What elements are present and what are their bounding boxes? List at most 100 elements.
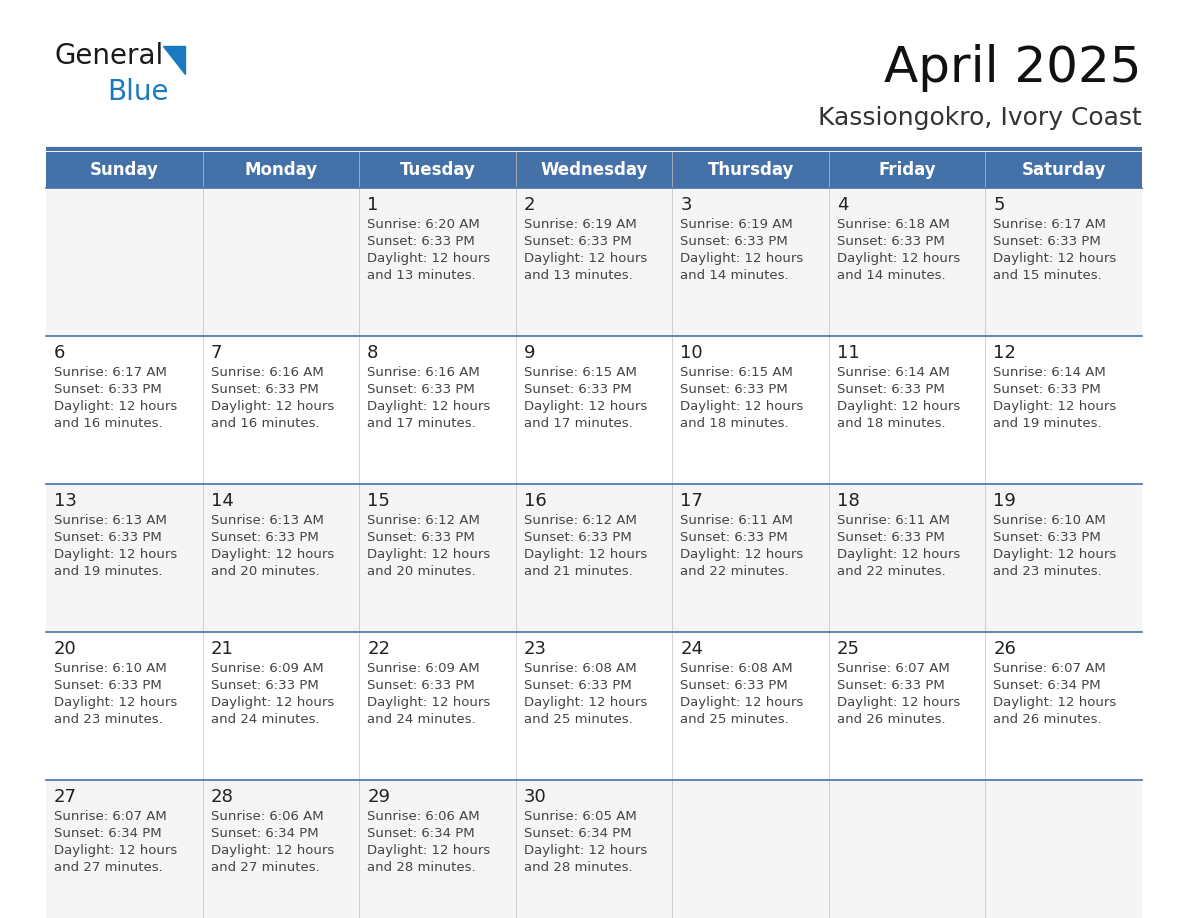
Text: Sunset: 6:33 PM: Sunset: 6:33 PM	[524, 383, 632, 396]
Text: 16: 16	[524, 492, 546, 510]
Bar	[46, 632, 1142, 780]
Text: 9: 9	[524, 344, 536, 362]
Text: Sunset: 6:33 PM: Sunset: 6:33 PM	[210, 679, 318, 692]
Text: and 14 minutes.: and 14 minutes.	[681, 269, 789, 282]
Text: Sunrise: 6:09 AM: Sunrise: 6:09 AM	[367, 662, 480, 675]
Text: and 21 minutes.: and 21 minutes.	[524, 565, 632, 578]
Text: 14: 14	[210, 492, 234, 510]
Text: Sunrise: 6:11 AM: Sunrise: 6:11 AM	[681, 514, 794, 527]
Text: Sunrise: 6:16 AM: Sunrise: 6:16 AM	[367, 366, 480, 379]
Text: Daylight: 12 hours: Daylight: 12 hours	[681, 400, 803, 413]
Text: 17: 17	[681, 492, 703, 510]
Text: Sunset: 6:33 PM: Sunset: 6:33 PM	[524, 531, 632, 544]
Text: and 14 minutes.: and 14 minutes.	[836, 269, 946, 282]
Text: Daylight: 12 hours: Daylight: 12 hours	[836, 696, 960, 709]
Text: Sunset: 6:33 PM: Sunset: 6:33 PM	[836, 235, 944, 248]
Text: Sunrise: 6:17 AM: Sunrise: 6:17 AM	[993, 218, 1106, 231]
Text: Sunset: 6:33 PM: Sunset: 6:33 PM	[367, 235, 475, 248]
Text: Daylight: 12 hours: Daylight: 12 hours	[367, 400, 491, 413]
Text: April 2025: April 2025	[885, 44, 1142, 92]
Text: Sunrise: 6:08 AM: Sunrise: 6:08 AM	[681, 662, 792, 675]
Text: and 17 minutes.: and 17 minutes.	[524, 417, 632, 430]
Text: Wednesday: Wednesday	[541, 161, 647, 179]
Text: Sunrise: 6:13 AM: Sunrise: 6:13 AM	[210, 514, 323, 527]
Text: Sunrise: 6:06 AM: Sunrise: 6:06 AM	[210, 810, 323, 823]
Text: Sunrise: 6:14 AM: Sunrise: 6:14 AM	[993, 366, 1106, 379]
Text: Daylight: 12 hours: Daylight: 12 hours	[524, 400, 647, 413]
Text: Daylight: 12 hours: Daylight: 12 hours	[210, 844, 334, 857]
Text: and 24 minutes.: and 24 minutes.	[210, 713, 320, 726]
Text: Sunrise: 6:15 AM: Sunrise: 6:15 AM	[681, 366, 794, 379]
Bar	[46, 152, 1142, 188]
Text: Daylight: 12 hours: Daylight: 12 hours	[53, 548, 177, 561]
Text: Sunrise: 6:13 AM: Sunrise: 6:13 AM	[53, 514, 166, 527]
Text: and 16 minutes.: and 16 minutes.	[210, 417, 320, 430]
Text: Daylight: 12 hours: Daylight: 12 hours	[993, 400, 1117, 413]
Text: Sunrise: 6:07 AM: Sunrise: 6:07 AM	[53, 810, 166, 823]
Text: Daylight: 12 hours: Daylight: 12 hours	[210, 696, 334, 709]
Text: Sunset: 6:34 PM: Sunset: 6:34 PM	[53, 827, 162, 840]
Text: 29: 29	[367, 788, 390, 806]
Text: and 15 minutes.: and 15 minutes.	[993, 269, 1102, 282]
Text: 27: 27	[53, 788, 77, 806]
Text: Sunrise: 6:07 AM: Sunrise: 6:07 AM	[836, 662, 949, 675]
Text: Daylight: 12 hours: Daylight: 12 hours	[524, 548, 647, 561]
Text: Sunset: 6:34 PM: Sunset: 6:34 PM	[993, 679, 1101, 692]
Text: Sunrise: 6:15 AM: Sunrise: 6:15 AM	[524, 366, 637, 379]
Polygon shape	[163, 46, 185, 74]
Text: Sunset: 6:33 PM: Sunset: 6:33 PM	[993, 383, 1101, 396]
Text: and 22 minutes.: and 22 minutes.	[681, 565, 789, 578]
Text: and 25 minutes.: and 25 minutes.	[524, 713, 632, 726]
Text: Friday: Friday	[878, 161, 936, 179]
Text: Sunset: 6:34 PM: Sunset: 6:34 PM	[524, 827, 631, 840]
Text: 13: 13	[53, 492, 77, 510]
Text: Daylight: 12 hours: Daylight: 12 hours	[367, 548, 491, 561]
Text: Daylight: 12 hours: Daylight: 12 hours	[524, 696, 647, 709]
Text: Daylight: 12 hours: Daylight: 12 hours	[210, 548, 334, 561]
Text: and 26 minutes.: and 26 minutes.	[993, 713, 1102, 726]
Text: Sunset: 6:33 PM: Sunset: 6:33 PM	[681, 531, 788, 544]
Text: 2: 2	[524, 196, 536, 214]
Text: Sunset: 6:33 PM: Sunset: 6:33 PM	[53, 531, 162, 544]
Text: Sunrise: 6:10 AM: Sunrise: 6:10 AM	[53, 662, 166, 675]
Text: 30: 30	[524, 788, 546, 806]
Text: Sunset: 6:33 PM: Sunset: 6:33 PM	[367, 531, 475, 544]
Text: Sunset: 6:33 PM: Sunset: 6:33 PM	[836, 679, 944, 692]
Text: 10: 10	[681, 344, 703, 362]
Text: 6: 6	[53, 344, 65, 362]
Text: 11: 11	[836, 344, 860, 362]
Text: and 20 minutes.: and 20 minutes.	[367, 565, 475, 578]
Text: 8: 8	[367, 344, 379, 362]
Text: Sunrise: 6:07 AM: Sunrise: 6:07 AM	[993, 662, 1106, 675]
Text: Daylight: 12 hours: Daylight: 12 hours	[524, 252, 647, 265]
Text: Daylight: 12 hours: Daylight: 12 hours	[681, 252, 803, 265]
Text: and 17 minutes.: and 17 minutes.	[367, 417, 476, 430]
Text: Sunrise: 6:05 AM: Sunrise: 6:05 AM	[524, 810, 637, 823]
Text: Daylight: 12 hours: Daylight: 12 hours	[53, 844, 177, 857]
Text: Sunrise: 6:12 AM: Sunrise: 6:12 AM	[367, 514, 480, 527]
Text: Daylight: 12 hours: Daylight: 12 hours	[367, 252, 491, 265]
Text: Thursday: Thursday	[707, 161, 794, 179]
Text: and 18 minutes.: and 18 minutes.	[681, 417, 789, 430]
Text: Daylight: 12 hours: Daylight: 12 hours	[367, 844, 491, 857]
Text: and 16 minutes.: and 16 minutes.	[53, 417, 163, 430]
Text: Sunset: 6:33 PM: Sunset: 6:33 PM	[993, 235, 1101, 248]
Text: Daylight: 12 hours: Daylight: 12 hours	[524, 844, 647, 857]
Text: Daylight: 12 hours: Daylight: 12 hours	[53, 696, 177, 709]
Text: 26: 26	[993, 640, 1016, 658]
Bar	[46, 484, 1142, 632]
Text: Daylight: 12 hours: Daylight: 12 hours	[53, 400, 177, 413]
Text: 20: 20	[53, 640, 77, 658]
Text: Sunrise: 6:09 AM: Sunrise: 6:09 AM	[210, 662, 323, 675]
Text: Sunset: 6:33 PM: Sunset: 6:33 PM	[836, 531, 944, 544]
Text: Daylight: 12 hours: Daylight: 12 hours	[836, 400, 960, 413]
Text: Blue: Blue	[107, 78, 169, 106]
Text: Sunset: 6:33 PM: Sunset: 6:33 PM	[681, 235, 788, 248]
Text: Sunrise: 6:14 AM: Sunrise: 6:14 AM	[836, 366, 949, 379]
Text: 15: 15	[367, 492, 390, 510]
Text: and 18 minutes.: and 18 minutes.	[836, 417, 946, 430]
Text: and 26 minutes.: and 26 minutes.	[836, 713, 946, 726]
Text: and 24 minutes.: and 24 minutes.	[367, 713, 475, 726]
Text: and 23 minutes.: and 23 minutes.	[53, 713, 163, 726]
Text: 5: 5	[993, 196, 1005, 214]
